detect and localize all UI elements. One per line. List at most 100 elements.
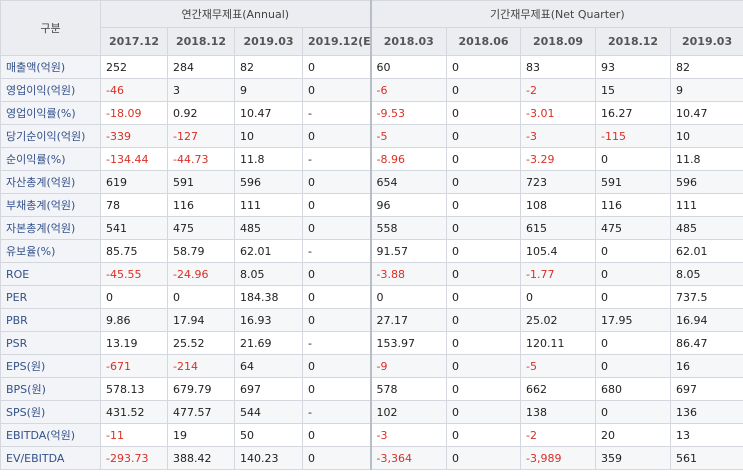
annual-value-cell: -293.73 [100, 446, 168, 470]
quarter-value-cell: 11.8 [670, 147, 743, 171]
quarter-period-header: 2018.06 [446, 27, 522, 56]
row-label: 영업이익(억원) [0, 78, 101, 102]
quarter-value-cell: 0 [446, 147, 522, 171]
annual-value-cell: 0 [301, 78, 372, 102]
row-label: 유보율(%) [0, 239, 101, 263]
table-row: 유보율(%) 85.75 58.79 62.01-91.57 0 105.4 0 62.01 [0, 239, 743, 263]
annual-value-cell: 50 [234, 423, 303, 447]
table-row: ROE -45.55 -24.96 8.05 0 -3.88 0 -1.77 0 8.05 [0, 262, 743, 286]
table-row: 자산총계(억원) 619 591 596 0 654 0 723 591 596 [0, 170, 743, 194]
quarter-value-cell: 0 [595, 147, 672, 171]
annual-value-cell: - [301, 331, 372, 355]
annual-value-cell: 697 [234, 377, 303, 401]
annual-value-cell: 116 [167, 193, 235, 217]
annual-value-cell: -339 [100, 124, 168, 148]
quarter-value-cell: 27.17 [369, 308, 448, 332]
quarter-value-cell: -5 [369, 124, 448, 148]
quarter-value-cell: 0 [446, 239, 522, 263]
quarter-value-cell: 17.95 [595, 308, 672, 332]
annual-value-cell: 578.13 [100, 377, 168, 401]
annual-value-cell: 0 [301, 193, 372, 217]
quarter-value-cell: -115 [595, 124, 672, 148]
quarter-group-header: 기간재무제표(Net Quarter) [369, 0, 743, 28]
quarter-value-cell: 0 [446, 262, 522, 286]
quarter-value-cell: -1.77 [520, 262, 597, 286]
annual-value-cell: 10 [234, 124, 303, 148]
table-row: SPS(원) 431.52 477.57 544-102 0 138 0 136 [0, 400, 743, 424]
annual-value-cell: 0 [301, 124, 372, 148]
row-label: EV/EBITDA [0, 446, 101, 470]
quarter-value-cell: -9 [369, 354, 448, 378]
quarter-value-cell: 485 [670, 216, 743, 240]
quarter-period-header: 2018.12 [595, 27, 672, 56]
annual-value-cell: 19 [167, 423, 235, 447]
annual-value-cell: 477.57 [167, 400, 235, 424]
annual-value-cell: 0 [167, 285, 235, 309]
annual-value-cell: 3 [167, 78, 235, 102]
annual-value-cell: 11.8 [234, 147, 303, 171]
table-row: EV/EBITDA -293.73 388.42 140.23 0 -3,364 0 -3,9… [0, 446, 743, 470]
annual-value-cell: 0 [301, 216, 372, 240]
annual-value-cell: 541 [100, 216, 168, 240]
row-label: SPS(원) [0, 400, 101, 424]
table-row: BPS(원) 578.13 679.79 697 0 578 0 662 680 697 [0, 377, 743, 401]
quarter-value-cell: -3,364 [369, 446, 448, 470]
quarter-value-cell: 0 [369, 285, 448, 309]
quarter-value-cell: 359 [595, 446, 672, 470]
quarter-value-cell: 0 [520, 285, 597, 309]
quarter-value-cell: 91.57 [369, 239, 448, 263]
quarter-value-cell: 0 [446, 354, 522, 378]
quarter-value-cell: 654 [369, 170, 448, 194]
annual-value-cell: -46 [100, 78, 168, 102]
quarter-value-cell: 8.05 [670, 262, 743, 286]
quarter-value-cell: 10 [670, 124, 743, 148]
quarter-value-cell: -3.29 [520, 147, 597, 171]
quarter-value-cell: 561 [670, 446, 743, 470]
quarter-value-cell: 0 [446, 446, 522, 470]
annual-value-cell: 544 [234, 400, 303, 424]
annual-value-cell: 9 [234, 78, 303, 102]
row-label: 영업이익률(%) [0, 101, 101, 125]
annual-value-cell: 21.69 [234, 331, 303, 355]
quarter-value-cell: 116 [595, 193, 672, 217]
row-label: PSR [0, 331, 101, 355]
annual-value-cell: 9.86 [100, 308, 168, 332]
table-row: PSR 13.19 25.52 21.69-153.97 0 120.11 0 86.47 [0, 331, 743, 355]
quarter-value-cell: 0 [446, 285, 522, 309]
table-row: 부채총계(억원) 78 116 111 0 96 0 108 116 111 [0, 193, 743, 217]
annual-value-cell: -214 [167, 354, 235, 378]
quarter-value-cell: 0 [446, 308, 522, 332]
quarter-value-cell: 83 [520, 55, 597, 79]
quarter-value-cell: 108 [520, 193, 597, 217]
table-row: EBITDA(억원) -11 19 50 0 -3 0 -2 20 13 [0, 423, 743, 447]
annual-value-cell: 0 [301, 423, 372, 447]
annual-value-cell: 85.75 [100, 239, 168, 263]
quarter-value-cell: 0 [446, 78, 522, 102]
annual-value-cell: 62.01 [234, 239, 303, 263]
annual-value-cell: 0 [301, 446, 372, 470]
annual-period-header: 2018.12 [167, 27, 235, 56]
quarter-value-cell: 153.97 [369, 331, 448, 355]
quarter-value-cell: 0 [446, 101, 522, 125]
annual-value-cell: 679.79 [167, 377, 235, 401]
quarter-value-cell: -3 [369, 423, 448, 447]
quarter-value-cell: 591 [595, 170, 672, 194]
quarter-value-cell: 475 [595, 216, 672, 240]
annual-value-cell: -44.73 [167, 147, 235, 171]
annual-period-header: 2017.12 [100, 27, 168, 56]
quarter-value-cell: 0 [446, 193, 522, 217]
annual-value-cell: -18.09 [100, 101, 168, 125]
quarter-value-cell: 0 [595, 239, 672, 263]
quarter-value-cell: 0 [446, 216, 522, 240]
quarter-value-cell: 0 [595, 354, 672, 378]
annual-value-cell: -24.96 [167, 262, 235, 286]
quarter-value-cell: 723 [520, 170, 597, 194]
quarter-value-cell: 0 [595, 262, 672, 286]
table-row: 당기순이익(억원) -339 -127 10 0 -5 0 -3 -115 10 [0, 124, 743, 148]
annual-value-cell: 64 [234, 354, 303, 378]
quarter-value-cell: 16 [670, 354, 743, 378]
annual-value-cell: -11 [100, 423, 168, 447]
annual-value-cell: 17.94 [167, 308, 235, 332]
annual-group-header: 연간재무제표(Annual) [99, 0, 372, 28]
